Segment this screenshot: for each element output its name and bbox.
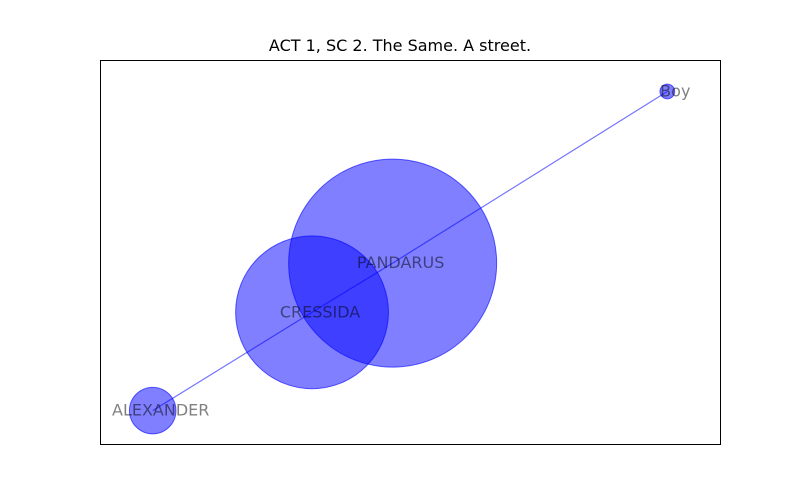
plot-frame bbox=[100, 60, 721, 445]
labels-layer: Boy PANDARUS CRESSIDA ALEXANDER bbox=[112, 81, 690, 419]
node-boy bbox=[659, 83, 676, 100]
chart-title: ACT 1, SC 2. The Same. A street. bbox=[268, 36, 532, 55]
node-label-boy: Boy bbox=[660, 81, 690, 100]
node-label-alexander: ALEXANDER bbox=[112, 401, 209, 420]
node-alexander bbox=[128, 386, 177, 435]
nodes-layer bbox=[128, 83, 676, 435]
node-label-cressida: CRESSIDA bbox=[280, 302, 360, 321]
node-label-pandarus: PANDARUS bbox=[357, 253, 445, 272]
node-cressida bbox=[235, 235, 389, 390]
